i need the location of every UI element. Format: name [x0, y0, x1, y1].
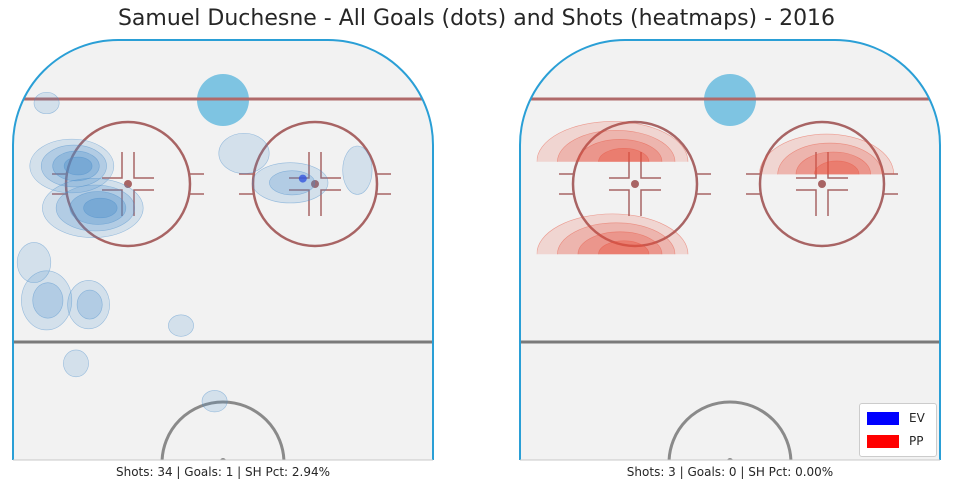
density-contour — [52, 150, 100, 182]
rink-markings — [520, 74, 940, 460]
shot-cluster-0 — [42, 178, 144, 238]
density-contour — [201, 390, 228, 413]
shot-cluster-1 — [29, 138, 115, 194]
density-contour — [16, 242, 52, 284]
density-contour — [536, 213, 689, 255]
density-contour — [777, 142, 883, 175]
shot-cluster-0 — [536, 213, 689, 255]
density-contour — [40, 144, 107, 188]
faceoff-l-mark — [796, 189, 817, 216]
goal-dot-0 — [298, 174, 307, 183]
shot-heatmap — [536, 121, 895, 255]
density-contour — [76, 289, 103, 320]
faceoff-dot — [311, 180, 319, 188]
density-contour — [598, 148, 650, 162]
density-contour — [759, 133, 895, 175]
faceoff-dot — [818, 180, 826, 188]
density-contour — [67, 280, 110, 330]
faceoff-l-mark — [827, 152, 848, 179]
shot-cluster-2 — [759, 133, 895, 175]
legend-label-pp: PP — [909, 434, 924, 448]
faceoff-l-mark — [133, 152, 154, 179]
caption-ev: Shots: 34 | Goals: 1 | SH Pct: 2.94% — [115, 465, 331, 479]
shot-cluster-8 — [63, 349, 89, 378]
density-contour — [69, 191, 127, 225]
density-contour — [33, 91, 60, 115]
density-contour — [813, 160, 860, 175]
shot-cluster-10 — [168, 314, 194, 337]
faceoff-l-mark — [320, 152, 341, 179]
legend-item-ev: EV — [867, 408, 925, 428]
density-contour — [342, 145, 373, 195]
faceoff-l-mark — [102, 152, 123, 179]
faceoff-circle — [571, 120, 699, 248]
faceoff-circle — [251, 120, 379, 248]
faceoff-l-mark — [289, 189, 310, 216]
density-contour — [83, 197, 118, 219]
density-contour — [598, 240, 650, 255]
shot-cluster-2 — [21, 270, 73, 331]
density-contour — [218, 132, 270, 174]
faceoff-l-mark — [640, 152, 661, 179]
legend-swatch-ev — [867, 411, 899, 425]
shot-heatmap — [16, 91, 373, 413]
shot-cluster-11 — [33, 91, 60, 115]
faceoff-l-mark — [827, 189, 848, 216]
faceoff-l-mark — [640, 189, 661, 216]
density-contour — [557, 222, 676, 255]
density-contour — [557, 130, 676, 162]
center-circle — [667, 400, 793, 460]
boards — [519, 39, 941, 460]
legend-item-pp: PP — [867, 431, 923, 451]
ice-surface — [520, 40, 940, 460]
page-title: Samuel Duchesne - All Goals (dots) and S… — [117, 6, 836, 31]
faceoff-circle — [64, 120, 192, 248]
legend: EV PP — [859, 403, 937, 457]
faceoff-l-mark — [609, 152, 630, 179]
faceoff-l-mark — [289, 152, 310, 179]
shot-cluster-4 — [252, 162, 329, 204]
shot-cluster-6 — [218, 132, 270, 174]
density-contour — [32, 282, 64, 319]
density-contour — [63, 349, 89, 378]
shot-cluster-7 — [16, 242, 52, 284]
shot-cluster-9 — [201, 390, 228, 413]
density-contour — [42, 178, 144, 238]
density-contour — [252, 162, 329, 204]
density-contour — [577, 139, 663, 162]
faceoff-dot — [631, 180, 639, 188]
rink-panel-pp — [519, 39, 941, 461]
rink-markings — [13, 74, 433, 460]
boards — [12, 39, 434, 460]
legend-swatch-pp — [867, 434, 899, 448]
center-dot — [220, 458, 226, 460]
center-dot — [727, 458, 733, 460]
faceoff-l-mark — [609, 189, 630, 216]
faceoff-l-mark — [320, 189, 341, 216]
caption-pp: Shots: 3 | Goals: 0 | SH Pct: 0.00% — [626, 465, 834, 479]
rink-panel-ev — [12, 39, 434, 461]
density-contour — [269, 170, 316, 196]
density-contour — [168, 314, 194, 337]
density-contour — [21, 270, 73, 331]
center-circle — [160, 400, 286, 460]
density-contour — [55, 184, 135, 232]
density-contour — [29, 138, 115, 194]
legend-label-ev: EV — [909, 411, 925, 425]
density-contour — [795, 151, 871, 175]
shot-cluster-5 — [342, 145, 373, 195]
faceoff-l-mark — [102, 189, 123, 216]
faceoff-l-mark — [796, 152, 817, 179]
ice-surface — [13, 40, 433, 460]
faceoff-l-mark — [133, 189, 154, 216]
density-contour — [536, 121, 689, 162]
faceoff-circle — [758, 120, 886, 248]
density-contour — [577, 231, 663, 255]
shot-cluster-1 — [536, 121, 689, 162]
density-contour — [63, 156, 93, 176]
shot-cluster-3 — [67, 280, 110, 330]
